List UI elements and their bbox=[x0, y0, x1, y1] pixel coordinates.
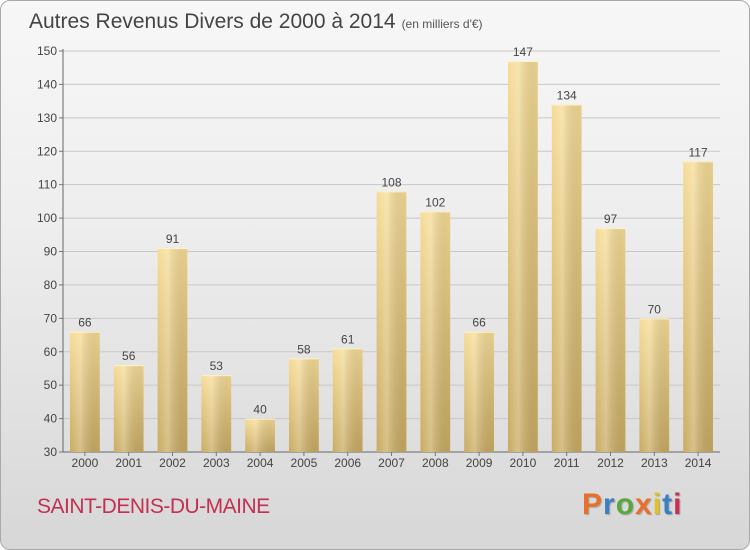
logo-letter: i bbox=[652, 488, 663, 521]
y-tick-label: 140 bbox=[37, 77, 57, 91]
y-tick-label: 100 bbox=[37, 211, 57, 225]
x-tick-label: 2004 bbox=[247, 456, 274, 470]
x-tick-label: 2011 bbox=[554, 456, 580, 470]
logo-letter: i bbox=[673, 488, 683, 521]
bar-highlight bbox=[113, 365, 144, 452]
y-tick-label: 120 bbox=[37, 144, 57, 158]
bar-highlight bbox=[289, 358, 319, 452]
bar-value-label: 102 bbox=[425, 195, 445, 209]
x-tick-label: 2001 bbox=[115, 456, 142, 470]
bar-value-label: 58 bbox=[297, 342, 311, 356]
y-tick-label: 110 bbox=[38, 178, 57, 192]
logo-letter: x bbox=[635, 488, 653, 521]
logo-letter: P bbox=[582, 488, 604, 521]
bar-value-label: 134 bbox=[557, 88, 577, 102]
bar-highlight bbox=[70, 331, 100, 452]
x-tick-label: 2014 bbox=[685, 456, 712, 470]
y-tick-label: 150 bbox=[37, 44, 57, 58]
bar-highlight bbox=[464, 331, 494, 452]
logo-letter: t bbox=[662, 488, 674, 521]
x-tick-label: 2008 bbox=[422, 456, 449, 470]
bar-highlight bbox=[551, 104, 582, 452]
logo-letter: o bbox=[615, 488, 636, 521]
chart-unit: (en milliers d'€) bbox=[401, 17, 483, 31]
bar-value-label: 108 bbox=[381, 175, 401, 189]
bar-value-label: 147 bbox=[513, 45, 533, 59]
bar-highlight bbox=[420, 211, 451, 452]
chart-title: Autres Revenus Divers de 2000 à 2014 (en … bbox=[29, 10, 483, 34]
bar-value-label: 91 bbox=[166, 232, 180, 246]
bars-layer bbox=[70, 61, 713, 453]
bar-highlight bbox=[376, 191, 407, 452]
y-tick-label: 90 bbox=[44, 245, 58, 259]
x-tick-label: 2000 bbox=[72, 456, 99, 470]
x-tick-label: 2009 bbox=[466, 456, 493, 470]
y-tick-label: 30 bbox=[44, 445, 58, 459]
x-tick-label: 2003 bbox=[203, 456, 230, 470]
bar-highlight bbox=[639, 318, 670, 452]
bar-highlight bbox=[508, 61, 538, 453]
proxiti-logo: Proxiti bbox=[582, 488, 682, 522]
bar-value-label: 70 bbox=[648, 302, 662, 316]
y-tick-label: 40 bbox=[44, 412, 58, 426]
bar-value-label: 53 bbox=[210, 359, 224, 373]
y-tick-label: 70 bbox=[44, 311, 58, 325]
bar-highlight bbox=[201, 375, 232, 452]
bar-value-label: 40 bbox=[253, 403, 267, 417]
y-tick-label: 60 bbox=[44, 345, 58, 359]
y-tick-label: 50 bbox=[44, 378, 58, 392]
commune-name: SAINT-DENIS-DU-MAINE bbox=[37, 495, 270, 518]
bar-value-label: 117 bbox=[689, 145, 708, 159]
x-tick-label: 2007 bbox=[378, 456, 405, 470]
bar-value-label: 61 bbox=[341, 332, 355, 346]
x-tick-label: 2012 bbox=[597, 456, 624, 470]
y-tick-label: 80 bbox=[44, 278, 58, 292]
logo-letter: r bbox=[603, 488, 616, 521]
x-tick-label: 2010 bbox=[510, 456, 537, 470]
bar-value-label: 97 bbox=[604, 212, 618, 226]
x-tick-label: 2006 bbox=[334, 456, 361, 470]
bar-highlight bbox=[332, 348, 363, 452]
bar-value-label: 66 bbox=[78, 316, 92, 330]
bar-highlight bbox=[245, 418, 275, 452]
bar-highlight bbox=[683, 161, 713, 452]
labels-layer: 30 40 50 60 70 80 90 100 110 120 130 140 150 66 2000 56… bbox=[37, 44, 712, 470]
x-tick-label: 2013 bbox=[641, 456, 668, 470]
bar-value-label: 66 bbox=[472, 316, 486, 330]
chart-title-text: Autres Revenus Divers de 2000 à 2014 bbox=[29, 10, 396, 33]
x-tick-label: 2005 bbox=[291, 456, 318, 470]
x-tick-label: 2002 bbox=[159, 456, 186, 470]
y-tick-label: 130 bbox=[37, 111, 57, 125]
bar-highlight bbox=[595, 228, 626, 452]
bar-highlight bbox=[157, 248, 188, 452]
bar-value-label: 56 bbox=[122, 349, 136, 363]
